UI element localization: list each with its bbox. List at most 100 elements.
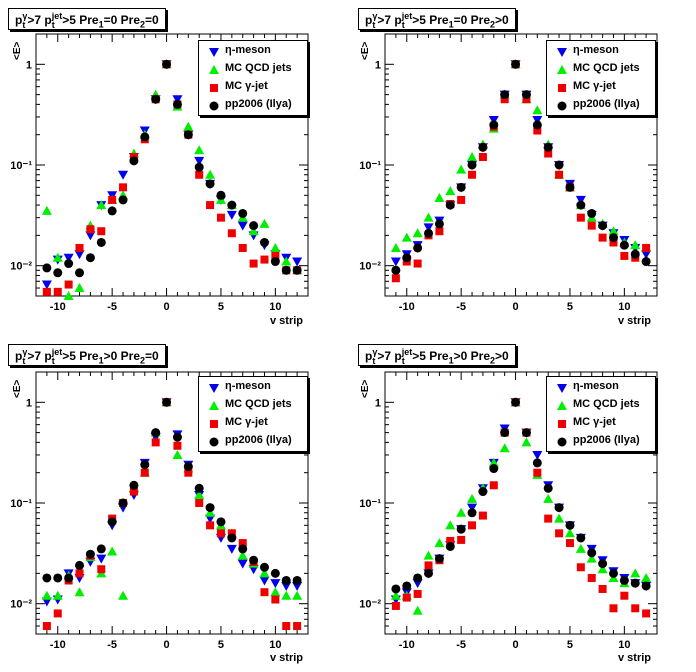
data-point-gamma [620,591,629,600]
data-point-qcd [74,587,85,597]
data-point-eta [205,514,216,524]
data-point-gamma [391,601,400,610]
data-point-gamma [555,170,564,179]
data-point-pp [140,132,150,142]
data-point-pp [511,397,521,407]
data-point-gamma [282,622,291,631]
data-point-qcd [499,443,510,453]
data-point-eta [85,231,96,241]
legend-entry-pp: pp2006 (Ilya) [199,97,307,114]
data-point-gamma [97,227,106,236]
y-tick-label: 10⁻¹ [359,160,381,172]
data-point-pp [456,182,466,192]
data-point-pp [151,428,161,438]
data-point-pp [619,575,629,585]
legend-marker-qcd [209,401,219,410]
legend-marker-shape [558,84,566,92]
data-point-pp [162,397,172,407]
data-point-gamma [173,441,182,450]
legend: η-meson MC QCD jets MC γ-jet pp2006 (Ilya) [198,40,308,116]
legend-marker-shape [209,65,219,74]
legend-marker-gamma [210,84,218,92]
data-point-gamma [642,609,651,618]
x-tick-label: 5 [567,301,573,313]
chart-panel-2: -10 -5 0 5 10 10⁻² 10⁻¹ 1 [359,33,658,313]
legend-marker-eta [209,384,219,393]
data-point-qcd [467,152,478,162]
data-point-qcd [205,169,216,179]
data-point-pp [413,573,423,583]
data-point-eta [63,253,74,263]
data-point-pp [281,575,291,585]
data-point-gamma [238,243,247,252]
data-point-gamma [500,95,509,104]
title-text: p [15,349,23,363]
data-point-eta [292,257,303,267]
data-point-qcd [423,550,434,560]
x-tick-label: 0 [512,639,518,651]
data-point-qcd [52,590,63,600]
legend-marker-qcd [557,401,567,410]
data-point-qcd [237,550,248,560]
data-point-pp [183,462,193,472]
data-point-qcd [554,513,565,523]
legend-label: MC QCD jets [573,398,640,410]
data-point-eta [423,223,434,233]
data-point-pp [75,268,85,278]
data-point-qcd [390,242,401,252]
y-tick-label: 10⁻¹ [10,498,32,510]
title-subscript: t [22,355,26,366]
data-point-pp [216,517,226,527]
legend-marker-pp [209,437,219,447]
data-point-gamma [216,213,225,222]
data-point-pp [140,460,150,470]
title-subscript: t [372,355,376,366]
data-point-pp [183,130,193,140]
data-point-qcd [259,568,270,578]
data-point-qcd [412,605,423,615]
x-tick-label: 0 [163,301,169,313]
data-point-qcd [74,283,85,293]
y-tick-label: 10⁻¹ [10,160,32,172]
legend-marker-shape [557,437,567,447]
data-point-gamma [391,274,400,283]
data-point-gamma [53,609,62,618]
data-point-eta [237,221,248,231]
data-point-pp [151,94,161,104]
y-tick-label: 10⁻² [359,261,381,273]
data-point-pp [630,578,640,588]
x-axis-label: v strip [618,315,652,327]
data-point-pp [500,428,510,438]
data-point-qcd [586,553,597,563]
data-point-qcd [488,457,499,467]
x-tick-label: -10 [399,639,415,651]
data-point-gamma [620,251,629,260]
legend-entry-gamma: MC γ-jet [547,415,655,432]
data-point-qcd [270,242,281,252]
data-point-eta [467,503,478,513]
x-tick-label: -5 [456,639,466,651]
data-point-eta [172,95,183,105]
legend-marker-qcd [557,65,567,74]
data-point-pp [587,208,597,218]
title-subscript: 1 [98,19,104,30]
y-tick-label: 1 [375,59,381,71]
data-point-pp [205,503,215,513]
data-point-pp [489,464,499,474]
legend-marker-shape [209,48,219,57]
legend-marker-gamma [558,84,566,92]
data-point-eta [237,559,248,569]
data-point-pp [172,432,182,442]
data-point-pp [521,90,531,100]
data-point-pp [500,90,510,100]
data-point-qcd [641,572,652,582]
data-point-qcd [412,228,423,238]
data-point-eta [96,554,107,564]
data-point-qcd [96,200,107,210]
data-point-eta [226,210,237,220]
chart-panel-1: -10 -5 0 5 10 10⁻² 10⁻¹ 1 [10,33,309,313]
data-point-gamma [271,595,280,604]
title-text: >0 Pre [103,349,140,363]
data-point-pp [434,554,444,564]
